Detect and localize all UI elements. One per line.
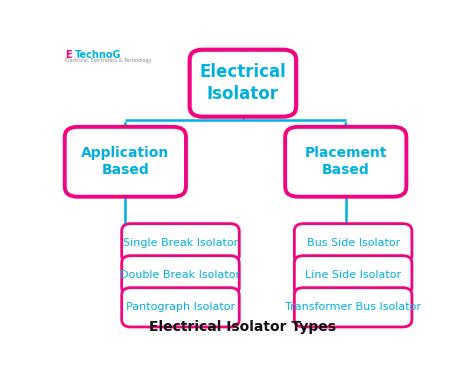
FancyBboxPatch shape [294,288,412,327]
FancyBboxPatch shape [122,256,239,295]
Text: Electrical, Electronics & Technology: Electrical, Electronics & Technology [65,59,151,64]
FancyBboxPatch shape [190,50,296,117]
Text: Double Break Isolator: Double Break Isolator [120,270,240,280]
Text: Application
Based: Application Based [81,146,170,177]
Text: Placement
Based: Placement Based [304,146,387,177]
Text: Bus Side Isolator: Bus Side Isolator [307,238,400,248]
Text: Electrical Isolator Types: Electrical Isolator Types [149,319,337,333]
FancyBboxPatch shape [122,288,239,327]
Text: Transformer Bus Isolator: Transformer Bus Isolator [285,302,421,312]
Text: Single Break Isolator: Single Break Isolator [123,238,238,248]
FancyBboxPatch shape [65,127,186,197]
FancyBboxPatch shape [294,224,412,263]
FancyBboxPatch shape [294,256,412,295]
Text: Line Side Isolator: Line Side Isolator [305,270,401,280]
Text: Electrical
Isolator: Electrical Isolator [200,63,286,103]
Text: TechnoG: TechnoG [75,50,121,60]
FancyBboxPatch shape [285,127,406,197]
FancyBboxPatch shape [122,224,239,263]
Text: E: E [65,50,72,60]
Text: Pantograph Isolator: Pantograph Isolator [126,302,235,312]
